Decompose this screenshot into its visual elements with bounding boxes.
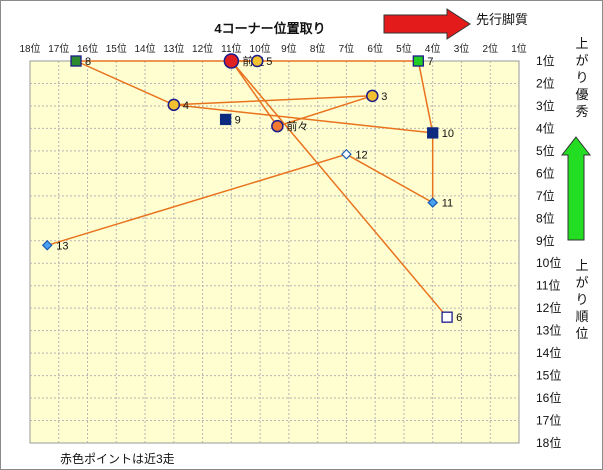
x-tick-label: 3位 — [454, 42, 470, 55]
y-tick-label: 1位 — [536, 53, 555, 68]
y-tick-label: 12位 — [536, 300, 561, 315]
y-tick-label: 5位 — [536, 143, 555, 158]
chart-title: 4コーナー位置取り — [214, 21, 325, 36]
svg-text:上がり順位: 上がり順位 — [575, 258, 588, 341]
point-label: 4 — [183, 100, 189, 112]
point-label: 8 — [85, 56, 91, 68]
y-top-label: 上がり優秀 — [575, 36, 588, 119]
y-tick-label: 4位 — [536, 120, 555, 135]
x-tick-label: 6位 — [367, 42, 383, 55]
data-point — [41, 239, 53, 251]
x-tick-label: 4位 — [425, 42, 441, 55]
x-tick-label: 16位 — [77, 42, 98, 55]
green-arrow-icon — [560, 136, 592, 241]
data-point — [341, 148, 352, 160]
x-tick-label: 11位 — [221, 42, 241, 55]
grid-lines — [30, 61, 519, 443]
y-tick-label: 15位 — [536, 368, 561, 383]
footnote: 赤色ポイントは近3走 — [60, 452, 175, 466]
x-tick-label: 10位 — [250, 42, 271, 55]
y-tick-label: 14位 — [536, 345, 561, 360]
plot-area — [29, 60, 520, 444]
point-label: 前々 — [286, 119, 308, 133]
y-tick-label: 7位 — [536, 188, 555, 203]
x-tick-label: 8位 — [310, 42, 326, 55]
red-arrow-icon — [383, 8, 471, 40]
y-tick-label: 10位 — [536, 255, 561, 270]
x-tick-label: 1位 — [511, 42, 527, 55]
y-tick-label: 8位 — [536, 210, 555, 225]
x-tick-label: 18位 — [19, 42, 40, 55]
data-point — [271, 119, 284, 133]
y-tick-labels: 1位 2位 3位 4位 5位 6位 7位 8位 9位 10位 11位 12位 13位 14位 15位 16位 1… — [536, 53, 561, 450]
point-label: 13 — [56, 240, 68, 252]
point-label: 5 — [266, 56, 272, 68]
x-tick-label: 15位 — [106, 42, 127, 55]
data-point — [250, 54, 264, 68]
data-point — [223, 53, 240, 69]
x-tick-label: 12位 — [192, 42, 213, 55]
point-label: 12 — [355, 149, 367, 161]
x-tick-label: 2位 — [482, 42, 498, 55]
y-tick-label: 9位 — [536, 233, 555, 248]
x-tick-label: 7位 — [339, 42, 355, 55]
data-point — [412, 55, 424, 67]
series-line — [173, 104, 433, 134]
point-label: 7 — [427, 56, 433, 68]
data-point — [427, 127, 439, 139]
svg-text:上がり優秀: 上がり優秀 — [575, 36, 588, 119]
y-tick-label: 6位 — [536, 165, 555, 180]
x-tick-label: 5位 — [396, 42, 412, 55]
point-label: 6 — [456, 312, 462, 324]
y-tick-label: 3位 — [536, 98, 555, 113]
y-tick-label: 17位 — [536, 413, 561, 428]
x-tick-label: 9位 — [281, 42, 297, 55]
x-arrow-label: 先行脚質 — [476, 12, 528, 27]
data-points: 8前走57349前々101211136 — [41, 53, 462, 324]
y-tick-label: 11位 — [536, 278, 560, 293]
x-tick-label: 14位 — [134, 42, 155, 55]
data-point — [366, 89, 379, 103]
y-tick-label: 16位 — [536, 390, 561, 405]
data-point — [427, 197, 439, 208]
point-label: 10 — [442, 128, 454, 140]
x-tick-label: 17位 — [48, 42, 69, 55]
data-point — [219, 113, 232, 126]
x-tick-labels: 18位 17位 16位 15位 14位 13位 12位 11位 10位 9位 8位 7位 6位 5位 4位 3… — [19, 42, 526, 55]
point-label: 3 — [381, 91, 387, 103]
point-label: 11 — [442, 198, 453, 210]
y-tick-label: 13位 — [536, 323, 561, 338]
y-tick-label: 18位 — [536, 435, 561, 450]
point-label: 9 — [235, 114, 241, 126]
data-point — [441, 311, 453, 323]
y-bottom-label: 上がり順位 — [575, 258, 588, 341]
data-point — [70, 55, 82, 67]
x-tick-label: 13位 — [163, 42, 184, 55]
y-tick-label: 2位 — [536, 75, 555, 90]
data-point — [167, 98, 181, 112]
